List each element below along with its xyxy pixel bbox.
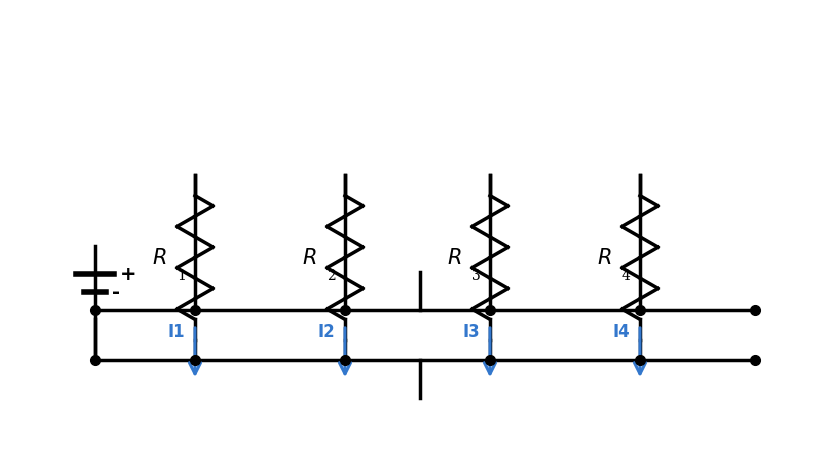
Text: $R$: $R$	[447, 248, 461, 267]
Text: I2: I2	[317, 323, 335, 341]
Text: 1: 1	[177, 270, 186, 284]
Text: 4: 4	[622, 270, 630, 284]
Text: I4: I4	[612, 323, 629, 341]
Text: $R$: $R$	[597, 248, 611, 267]
Text: +: +	[120, 265, 136, 284]
Text: $R$: $R$	[302, 248, 317, 267]
Text: $R$: $R$	[152, 248, 167, 267]
Text: -: -	[112, 283, 120, 302]
Text: 2: 2	[327, 270, 335, 284]
Text: I1: I1	[167, 323, 185, 341]
Text: I3: I3	[462, 323, 479, 341]
Text: 3: 3	[472, 270, 480, 284]
